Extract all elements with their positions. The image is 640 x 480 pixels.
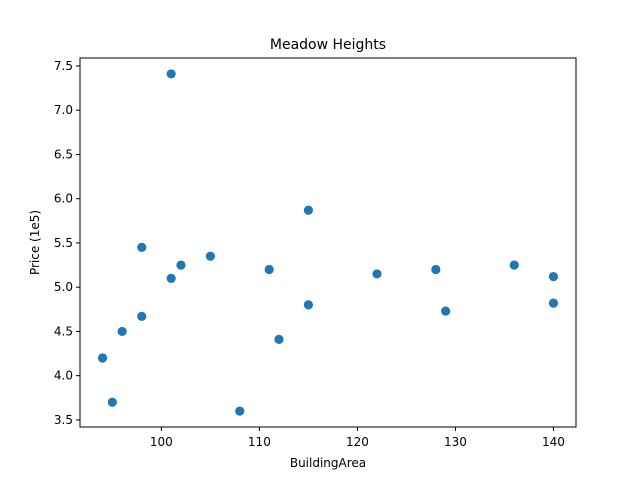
chart-title: Meadow Heights: [270, 37, 386, 53]
y-tick-label: 5.0: [54, 280, 73, 294]
data-point: [548, 298, 559, 308]
y-tick-label: 6.5: [54, 147, 73, 161]
y-axis-title: Price (1e5): [28, 210, 42, 275]
x-axis: 100 110 120 130 140: [150, 427, 565, 449]
data-point: [509, 260, 519, 270]
data-point: [205, 251, 215, 261]
y-tick-label: 4.5: [54, 324, 73, 338]
data-point: [303, 300, 313, 310]
data-point: [264, 264, 274, 275]
y-tick-label: 7.0: [54, 103, 73, 117]
data-point: [137, 311, 147, 321]
data-point: [107, 397, 117, 407]
y-tick-label: 3.5: [54, 413, 73, 427]
plot-frame: [79, 57, 577, 428]
x-tick-label: 140: [542, 435, 565, 449]
plot-area: [97, 69, 559, 416]
data-point: [303, 205, 313, 215]
data-point: [97, 353, 108, 363]
data-point: [274, 334, 284, 344]
data-point: [166, 69, 176, 79]
data-point: [548, 271, 559, 282]
data-point: [176, 260, 186, 270]
data-point: [166, 273, 176, 283]
data-point: [137, 242, 147, 252]
y-axis: 3.5 4.0 4.5 5.0 5.5 6.0 6.5 7.0 7.5: [54, 59, 80, 427]
x-tick-label: 120: [346, 435, 369, 449]
y-tick-label: 4.0: [54, 369, 73, 383]
y-tick-label: 7.5: [54, 59, 73, 73]
data-point: [441, 306, 451, 316]
data-point: [117, 326, 127, 337]
data-point: [235, 406, 245, 416]
x-axis-title: BuildingArea: [290, 456, 366, 470]
data-point: [372, 269, 382, 279]
data-point: [431, 264, 441, 275]
x-tick-label: 110: [248, 435, 271, 449]
x-tick-label: 130: [444, 435, 467, 449]
x-tick-label: 100: [150, 435, 173, 449]
y-tick-label: 6.0: [54, 192, 73, 206]
y-tick-label: 5.5: [54, 236, 73, 250]
